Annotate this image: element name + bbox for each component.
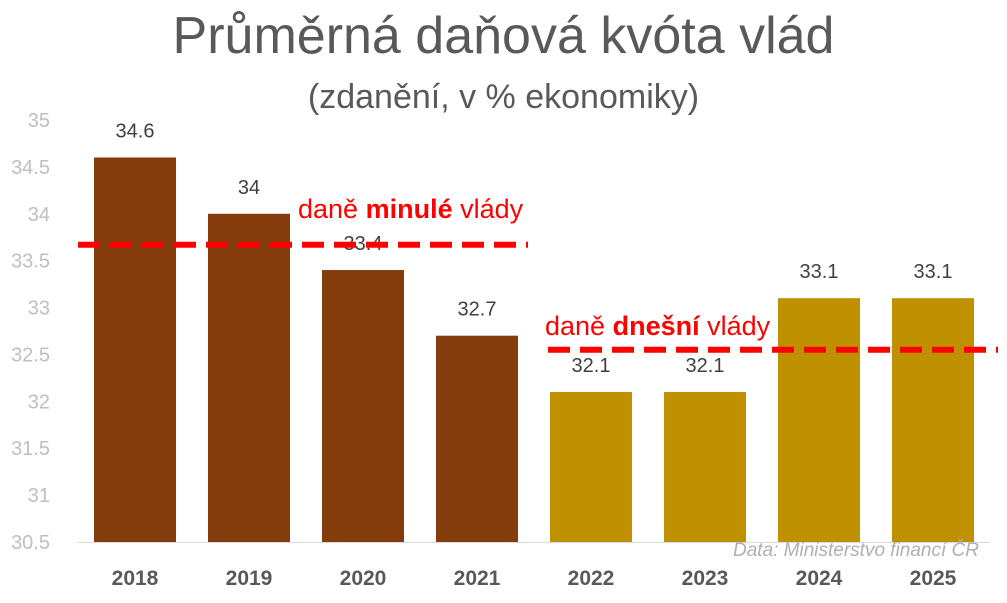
- y-tick-label: 32: [28, 391, 50, 413]
- y-tick-label: 31.5: [11, 438, 50, 460]
- x-tick-label-2021: 2021: [454, 567, 501, 590]
- bar-2018: [94, 157, 176, 542]
- bar-2022: [550, 391, 632, 542]
- data-label-2022: 32.1: [572, 355, 611, 377]
- y-tick-label: 35: [28, 110, 50, 132]
- y-tick-label: 30.5: [11, 532, 50, 554]
- bar-2023: [664, 391, 746, 542]
- data-label-2024: 33.1: [800, 261, 839, 283]
- bar-2025: [892, 298, 974, 542]
- x-tick-label-2019: 2019: [226, 567, 273, 590]
- data-label-2018: 34.6: [116, 121, 155, 143]
- bar-2024: [778, 298, 860, 542]
- y-tick-label: 33.5: [11, 251, 50, 273]
- chart-title: Průměrná daňová kvóta vlád: [172, 7, 835, 65]
- y-tick-label: 31: [28, 485, 50, 507]
- data-label-2025: 33.1: [914, 261, 953, 283]
- data-source-note: Data: Ministerstvo financí ČR: [732, 540, 979, 561]
- y-tick-label: 34.5: [11, 157, 50, 179]
- data-label-2023: 32.1: [686, 355, 725, 377]
- data-label-2019: 34: [238, 177, 260, 199]
- y-tick-label: 34: [28, 204, 50, 226]
- bar-2019: [208, 213, 290, 542]
- bar-2020: [322, 270, 404, 542]
- bar-2021: [436, 335, 518, 542]
- data-label-2021: 32.7: [458, 299, 497, 321]
- x-tick-label-2025: 2025: [910, 567, 957, 590]
- x-tick-label-2023: 2023: [682, 567, 729, 590]
- data-label-2020: 33.4: [344, 233, 383, 255]
- x-tick-label-2024: 2024: [796, 567, 843, 590]
- y-tick-label: 33: [28, 298, 50, 320]
- y-tick-label: 32.5: [11, 344, 50, 366]
- chart-subtitle: (zdanění, v % ekonomiky): [307, 78, 700, 116]
- x-tick-label-2022: 2022: [568, 567, 615, 590]
- x-tick-label-2020: 2020: [340, 567, 387, 590]
- x-tick-label-2018: 2018: [112, 567, 159, 590]
- annotation-current-government: daně dnešní vlády: [545, 311, 771, 341]
- annotation-previous-government: daně minulé vlády: [298, 194, 524, 224]
